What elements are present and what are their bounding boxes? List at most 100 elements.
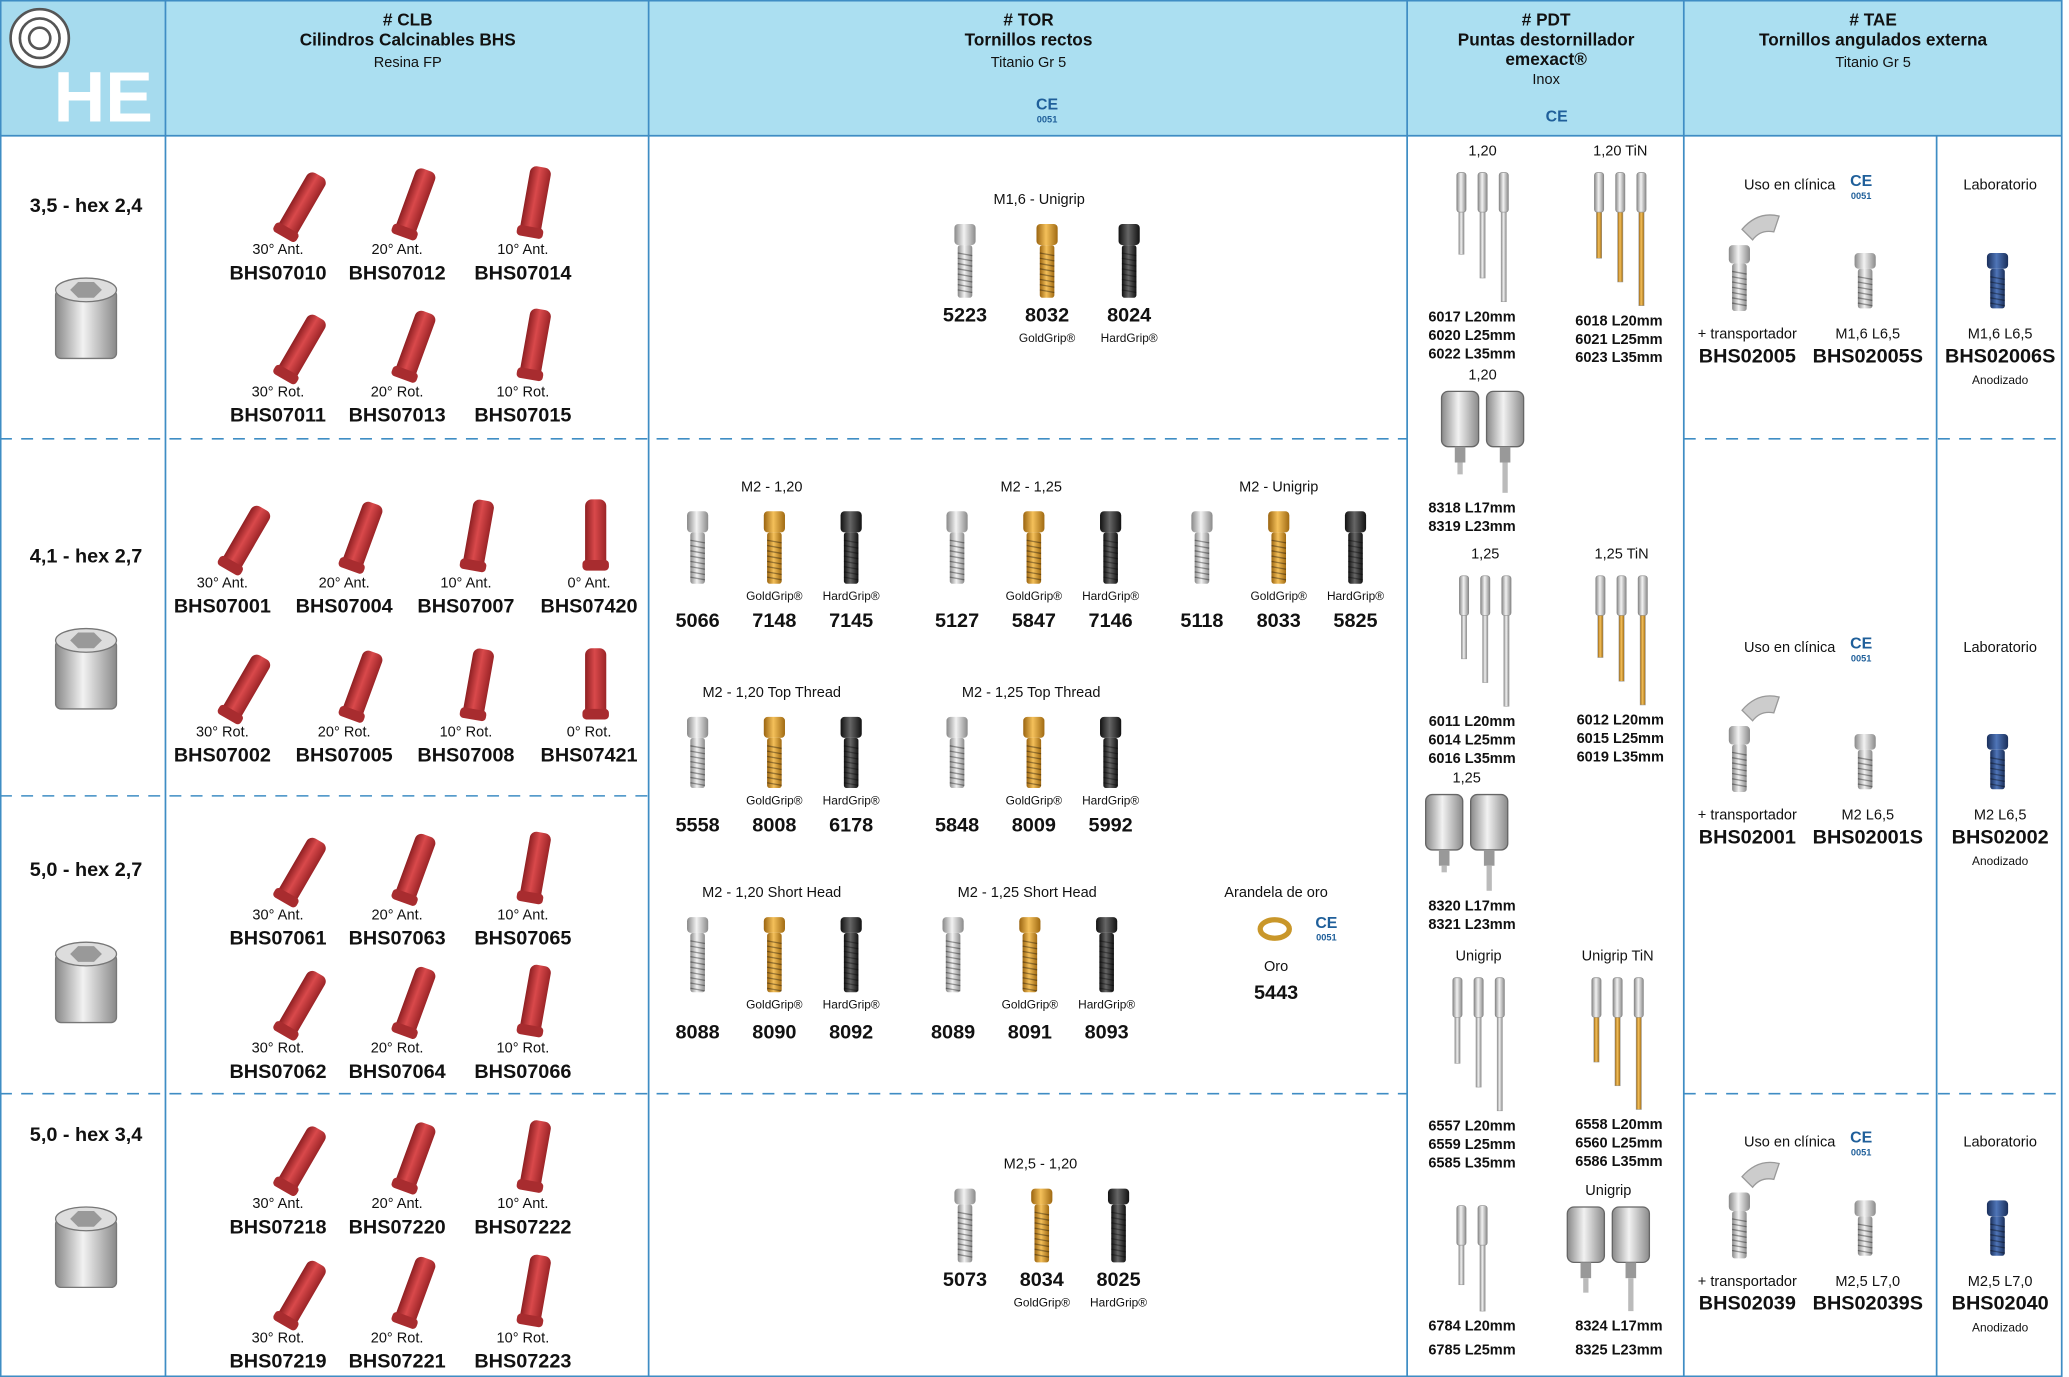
screw-image — [1728, 1192, 1750, 1211]
cylinder-image — [342, 650, 383, 719]
group-title: M2 - 1,25 Top Thread — [962, 685, 1101, 701]
grip-label: HardGrip® — [1101, 331, 1158, 345]
driver-image — [1458, 211, 1465, 255]
cylinder-image — [338, 650, 383, 723]
angle-label: 20° Rot. — [371, 1331, 424, 1347]
driver-image — [1633, 977, 1644, 1018]
screw-thread — [1731, 1218, 1747, 1223]
screw-thread — [1731, 302, 1747, 307]
screw-thread — [949, 755, 965, 760]
screw-thread — [1731, 778, 1747, 783]
product-code: 8091 — [1008, 1021, 1052, 1043]
screw-thread — [1022, 950, 1038, 955]
cylinder-image — [391, 889, 418, 906]
group-title: M2 - 1,25 Short Head — [958, 885, 1097, 901]
screw-image — [1854, 733, 1876, 750]
screw-thread — [949, 571, 965, 576]
driver-code: 6018 L20mm — [1575, 313, 1662, 329]
screw-thread — [1034, 1222, 1050, 1227]
screw-thread — [1990, 1223, 2005, 1228]
item-label: M2 L6,5 — [1842, 808, 1895, 824]
screw-thread — [766, 550, 782, 555]
screw-thread — [690, 945, 706, 950]
cylinder-image — [277, 970, 326, 1036]
driver-code: 6022 L35mm — [1428, 346, 1515, 362]
product-code: 6178 — [829, 814, 873, 836]
screw-thread — [1103, 550, 1119, 555]
driver-code: 6586 L35mm — [1575, 1154, 1662, 1170]
grip-label: GoldGrip® — [1006, 793, 1063, 807]
screw-thread — [1348, 550, 1363, 555]
screw-thread — [1034, 1237, 1050, 1242]
screw-thread — [1111, 1253, 1126, 1258]
screw-thread — [1990, 286, 2005, 291]
driver-code: 6023 L35mm — [1575, 350, 1662, 366]
product-code: BHS02002 — [1952, 826, 2049, 848]
screw-thread — [1857, 778, 1873, 783]
cylinder-image — [391, 1022, 418, 1039]
cylinder-image — [520, 831, 551, 901]
screw-thread — [1121, 289, 1137, 294]
cylinder-image — [520, 1120, 551, 1190]
ratchet-image — [1580, 1262, 1592, 1279]
driver-code: 6558 L20mm — [1575, 1117, 1662, 1133]
usage-label: Laboratorio — [1963, 1134, 2037, 1150]
cylinder-image — [459, 707, 487, 722]
cylinder-image — [395, 833, 436, 902]
screw-thread — [945, 971, 961, 976]
screw-thread — [1857, 783, 1873, 788]
cylinder-image — [391, 1312, 418, 1329]
screw-thread — [1026, 565, 1042, 570]
screw-thread — [690, 555, 706, 560]
cylinder-image — [277, 1126, 326, 1192]
screw-thread — [1099, 966, 1115, 971]
cylinder-image — [520, 964, 551, 1034]
screw-thread — [1039, 278, 1055, 283]
product-code: BHS07015 — [474, 405, 571, 427]
angle-label: 30° Rot. — [252, 1331, 305, 1347]
screw-image — [1103, 737, 1118, 788]
grip-label: HardGrip® — [823, 589, 880, 603]
angle-label: 10° Ant. — [497, 242, 548, 258]
screw-thread — [1990, 783, 2005, 788]
screw-thread — [1731, 1244, 1747, 1249]
driver-image — [1638, 211, 1645, 306]
screw-thread — [1099, 977, 1115, 982]
screw-thread — [949, 760, 965, 765]
carrier-image — [1741, 695, 1780, 722]
grip-label: HardGrip® — [1090, 1295, 1147, 1309]
product-code: 7148 — [752, 610, 796, 632]
driver-code: 6014 L25mm — [1428, 732, 1515, 748]
driver-code: 8320 L17mm — [1428, 898, 1515, 914]
screw-image — [946, 716, 968, 738]
screw-image — [843, 737, 859, 788]
screw-thread — [945, 956, 961, 960]
product-code: BHS07421 — [541, 745, 638, 767]
cylinder-image — [391, 366, 418, 383]
group-title: M2 - 1,25 — [1000, 479, 1061, 495]
column-code: # CLB — [383, 10, 433, 30]
product-code: 8034 — [1020, 1269, 1064, 1291]
cylinder-image — [217, 654, 271, 725]
product-code: BHS07004 — [296, 596, 393, 618]
driver-image — [1635, 1017, 1642, 1110]
grip-label: GoldGrip® — [746, 793, 803, 807]
group-title: Unigrip — [1456, 948, 1502, 964]
screw-thread — [843, 982, 859, 987]
grip-label: GoldGrip® — [1014, 1295, 1071, 1309]
screw-thread — [1039, 273, 1055, 278]
screw-thread — [690, 766, 706, 771]
screw-thread — [949, 766, 965, 771]
driver-image — [1482, 615, 1489, 683]
product-code: BHS07061 — [229, 928, 326, 950]
screw-thread — [1111, 1232, 1126, 1237]
screw-thread — [1271, 560, 1287, 565]
finish-label: Anodizado — [1972, 373, 2029, 387]
screw-image — [687, 917, 709, 933]
angle-label: 10° Ant. — [497, 908, 548, 924]
screw-thread — [1990, 767, 2005, 772]
screw-thread — [690, 565, 706, 570]
abutment-image — [70, 281, 102, 298]
ce-mark: CE — [1315, 915, 1337, 932]
driver-image — [1614, 1017, 1621, 1087]
